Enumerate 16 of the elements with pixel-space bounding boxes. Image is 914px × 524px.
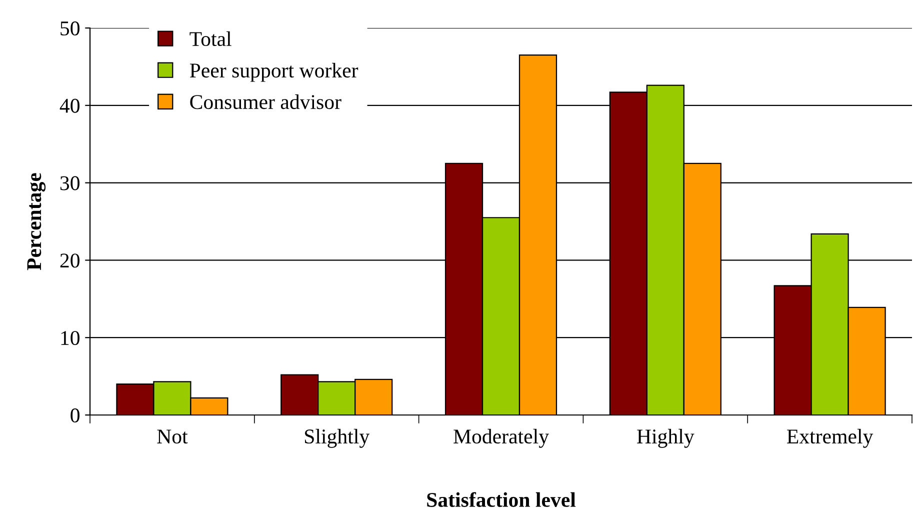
x-tick-label: Not — [157, 430, 188, 444]
x-tick-label: Highly — [637, 428, 694, 448]
x-tick-label: Moderately — [454, 428, 549, 448]
y-tick-label: 20 — [60, 254, 80, 268]
y-tick-label: 40 — [60, 98, 80, 113]
x-tick-label: Extremely — [787, 428, 874, 448]
y-tick-label: 50 — [60, 21, 80, 36]
y-tick-label: 10 — [61, 330, 80, 346]
y-tick-label: 30 — [60, 176, 80, 190]
legend-label: Total — [190, 31, 232, 46]
legend-label: Peer support worker — [190, 62, 358, 82]
y-axis-title: Percentage — [27, 173, 46, 270]
x-tick-label: Slightly — [305, 428, 370, 448]
y-tick-label: 0 — [70, 408, 80, 422]
legend-label: Consumer advisor — [190, 94, 342, 110]
x-axis-title: Satisfaction level — [427, 492, 576, 507]
